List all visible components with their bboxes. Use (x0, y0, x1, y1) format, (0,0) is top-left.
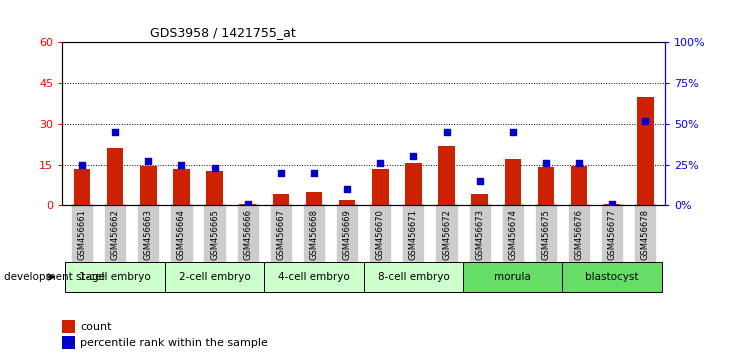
Text: 2-cell embryo: 2-cell embryo (178, 272, 251, 282)
Bar (471, 194, 488, 205)
Text: GDS3958 / 1421755_at: GDS3958 / 1421755_at (150, 26, 295, 39)
Bar (637, 97, 654, 205)
Bar (107, 148, 124, 205)
Point (275, 170, 287, 176)
Bar (604, 204, 621, 205)
Bar (206, 171, 223, 205)
Point (175, 162, 187, 167)
Bar (240, 204, 256, 205)
Point (540, 160, 552, 166)
Point (341, 186, 353, 192)
Bar (140, 166, 156, 205)
Point (76, 162, 88, 167)
Bar (372, 169, 388, 205)
Point (209, 165, 221, 171)
Point (374, 160, 386, 166)
Point (143, 159, 154, 164)
Point (242, 201, 254, 206)
Bar (405, 163, 422, 205)
Point (640, 118, 651, 124)
Bar (504, 159, 521, 205)
Text: count: count (80, 322, 112, 332)
Text: percentile rank within the sample: percentile rank within the sample (80, 338, 268, 348)
Point (573, 160, 585, 166)
Point (441, 129, 452, 135)
Point (507, 129, 518, 135)
Point (474, 178, 485, 184)
Text: 4-cell embryo: 4-cell embryo (278, 272, 350, 282)
Bar (173, 169, 190, 205)
Bar (306, 192, 322, 205)
Bar (74, 169, 91, 205)
Bar (339, 200, 355, 205)
Bar (537, 167, 554, 205)
Text: development stage: development stage (4, 272, 105, 282)
Text: morula: morula (494, 272, 531, 282)
Point (606, 201, 618, 206)
Bar (438, 145, 455, 205)
Bar (273, 194, 289, 205)
Text: 8-cell embryo: 8-cell embryo (377, 272, 450, 282)
Point (407, 154, 419, 159)
Text: blastocyst: blastocyst (586, 272, 639, 282)
Text: 1-cell embryo: 1-cell embryo (79, 272, 151, 282)
Point (308, 170, 320, 176)
Bar (571, 166, 587, 205)
Point (110, 129, 121, 135)
